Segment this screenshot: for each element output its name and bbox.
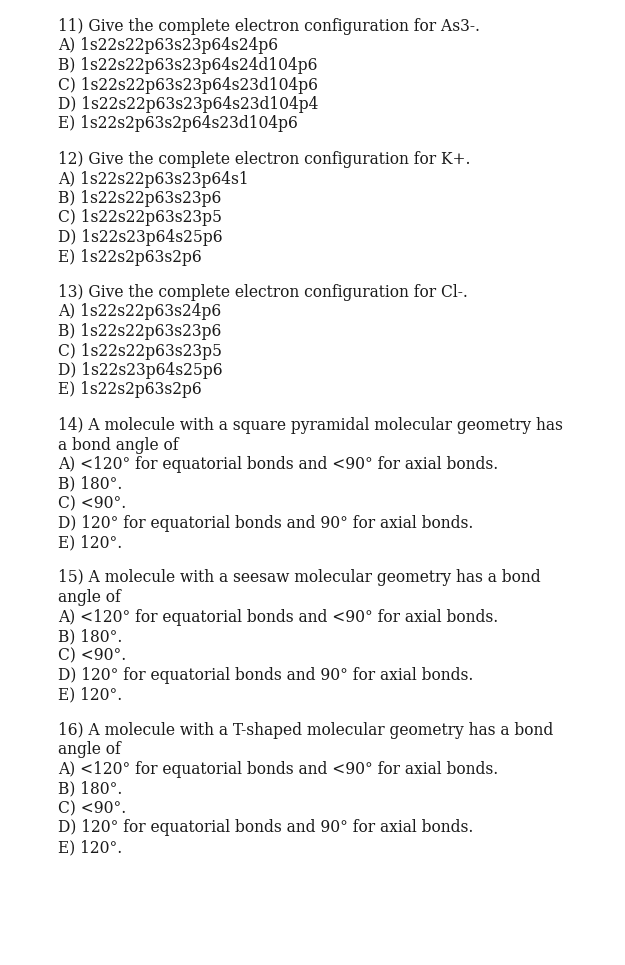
Text: E) 120°.: E) 120°. — [58, 839, 122, 856]
Text: E) 120°.: E) 120°. — [58, 534, 122, 551]
Text: D) 120° for equatorial bonds and 90° for axial bonds.: D) 120° for equatorial bonds and 90° for… — [58, 819, 473, 837]
Text: D) 1s22s22p63s23p64s23d104p4: D) 1s22s22p63s23p64s23d104p4 — [58, 96, 318, 113]
Text: A) 1s22s22p63s23p64s24p6: A) 1s22s22p63s23p64s24p6 — [58, 38, 278, 54]
Text: 16) A molecule with a T-shaped molecular geometry has a bond: 16) A molecule with a T-shaped molecular… — [58, 722, 553, 739]
Text: C) <90°.: C) <90°. — [58, 800, 126, 817]
Text: A) <120° for equatorial bonds and <90° for axial bonds.: A) <120° for equatorial bonds and <90° f… — [58, 456, 498, 473]
Text: A) 1s22s22p63s23p64s1: A) 1s22s22p63s23p64s1 — [58, 171, 249, 187]
Text: angle of: angle of — [58, 741, 121, 758]
Text: B) 1s22s22p63s23p6: B) 1s22s22p63s23p6 — [58, 190, 221, 207]
Text: 12) Give the complete electron configuration for K+.: 12) Give the complete electron configura… — [58, 151, 471, 168]
Text: B) 1s22s22p63s23p64s24d104p6: B) 1s22s22p63s23p64s24d104p6 — [58, 57, 318, 74]
Text: C) 1s22s22p63s23p5: C) 1s22s22p63s23p5 — [58, 343, 222, 360]
Text: B) 1s22s22p63s23p6: B) 1s22s22p63s23p6 — [58, 323, 221, 340]
Text: angle of: angle of — [58, 589, 121, 606]
Text: C) <90°.: C) <90°. — [58, 648, 126, 665]
Text: 15) A molecule with a seesaw molecular geometry has a bond: 15) A molecule with a seesaw molecular g… — [58, 569, 541, 587]
Text: 13) Give the complete electron configuration for Cl-.: 13) Give the complete electron configura… — [58, 284, 468, 301]
Text: D) 120° for equatorial bonds and 90° for axial bonds.: D) 120° for equatorial bonds and 90° for… — [58, 667, 473, 684]
Text: B) 180°.: B) 180°. — [58, 781, 122, 797]
Text: C) <90°.: C) <90°. — [58, 495, 126, 512]
Text: A) <120° for equatorial bonds and <90° for axial bonds.: A) <120° for equatorial bonds and <90° f… — [58, 761, 498, 778]
Text: C) 1s22s22p63s23p5: C) 1s22s22p63s23p5 — [58, 209, 222, 227]
Text: A) 1s22s22p63s24p6: A) 1s22s22p63s24p6 — [58, 304, 221, 320]
Text: D) 120° for equatorial bonds and 90° for axial bonds.: D) 120° for equatorial bonds and 90° for… — [58, 514, 473, 532]
Text: B) 180°.: B) 180°. — [58, 628, 122, 645]
Text: D) 1s22s23p64s25p6: D) 1s22s23p64s25p6 — [58, 362, 222, 379]
Text: E) 1s22s2p63s2p6: E) 1s22s2p63s2p6 — [58, 249, 202, 265]
Text: D) 1s22s23p64s25p6: D) 1s22s23p64s25p6 — [58, 229, 222, 246]
Text: 11) Give the complete electron configuration for As3-.: 11) Give the complete electron configura… — [58, 18, 480, 35]
Text: E) 1s22s2p63s2p64s23d104p6: E) 1s22s2p63s2p64s23d104p6 — [58, 116, 298, 132]
Text: A) <120° for equatorial bonds and <90° for axial bonds.: A) <120° for equatorial bonds and <90° f… — [58, 609, 498, 625]
Text: E) 120°.: E) 120°. — [58, 686, 122, 703]
Text: 14) A molecule with a square pyramidal molecular geometry has: 14) A molecule with a square pyramidal m… — [58, 417, 563, 434]
Text: B) 180°.: B) 180°. — [58, 476, 122, 492]
Text: C) 1s22s22p63s23p64s23d104p6: C) 1s22s22p63s23p64s23d104p6 — [58, 76, 318, 94]
Text: E) 1s22s2p63s2p6: E) 1s22s2p63s2p6 — [58, 381, 202, 399]
Text: a bond angle of: a bond angle of — [58, 436, 179, 454]
